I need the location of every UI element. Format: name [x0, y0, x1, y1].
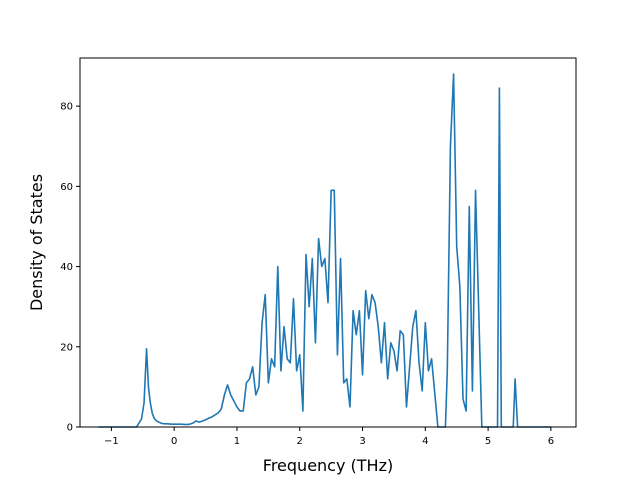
- x-tick-label: 6: [548, 436, 554, 447]
- y-axis-title: Density of States: [27, 174, 46, 311]
- dos-series-line: [98, 73, 552, 428]
- plot-area: [80, 58, 576, 427]
- y-tick-label: 60: [60, 182, 73, 193]
- line-layer: [98, 73, 552, 428]
- x-tick-label: 4: [422, 436, 428, 447]
- x-tick-label: 0: [171, 436, 177, 447]
- x-tick-label: −1: [104, 436, 119, 447]
- y-tick-label: 0: [67, 423, 73, 434]
- y-tick-label: 40: [60, 262, 73, 273]
- y-tick-label: 80: [60, 102, 73, 113]
- x-tick-label: 5: [485, 436, 491, 447]
- y-tick-label: 20: [60, 342, 73, 353]
- x-axis-ticks: −1 0 1 2 3 4 5 6: [104, 427, 554, 447]
- x-axis-title: Frequency (THz): [263, 456, 393, 475]
- x-tick-label: 2: [297, 436, 303, 447]
- x-tick-label: 3: [359, 436, 365, 447]
- x-tick-label: 1: [234, 436, 240, 447]
- y-axis-ticks: 0 20 40 60 80: [60, 102, 80, 434]
- plot-frame: [79, 57, 577, 428]
